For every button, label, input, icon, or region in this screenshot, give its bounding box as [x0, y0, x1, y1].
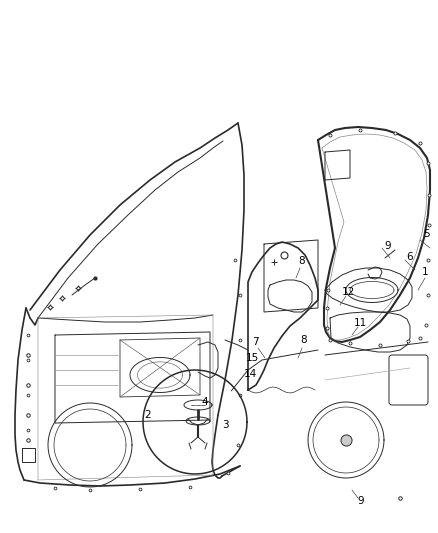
Text: 8: 8: [301, 335, 307, 345]
Text: 2: 2: [145, 410, 151, 420]
Text: 4: 4: [201, 397, 208, 407]
Text: 3: 3: [222, 420, 228, 430]
Text: 9: 9: [385, 241, 391, 251]
Text: 14: 14: [244, 369, 257, 379]
Text: 8: 8: [299, 256, 305, 266]
Text: 12: 12: [341, 287, 355, 297]
Text: 9: 9: [358, 496, 364, 506]
Text: 5: 5: [424, 229, 430, 239]
Text: 15: 15: [245, 353, 258, 363]
Text: 7: 7: [252, 337, 258, 347]
Text: 6: 6: [407, 252, 413, 262]
Text: 11: 11: [353, 318, 367, 328]
Text: 1: 1: [422, 267, 428, 277]
